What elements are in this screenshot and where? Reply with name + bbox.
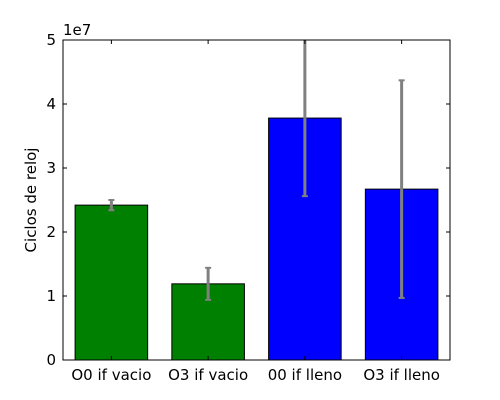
y-tick-label: 2 [46, 223, 56, 241]
bars-group [74, 117, 439, 361]
y-tick-label: 3 [46, 159, 56, 177]
x-tick-label: O0 if vacio [71, 366, 151, 384]
x-axis: O0 if vacio O3 if vacio 00 if lleno O3 if l… [71, 40, 440, 384]
y-tick-label: 1 [46, 287, 56, 305]
error-bars-group [108, 40, 405, 301]
plot-frame [62, 39, 451, 361]
x-tick-label: O3 if vacio [168, 366, 248, 384]
x-tick-label: 00 if lleno [268, 366, 342, 384]
x-tick-label: O3 if lleno [363, 366, 440, 384]
y-tick-label: 5 [46, 31, 56, 49]
y-tick-label: 4 [46, 95, 56, 113]
y-tick-label: 0 [46, 351, 56, 369]
y-axis: 0 1 2 3 4 5 [46, 31, 450, 369]
bar [74, 204, 149, 361]
y-scale-label: 1e7 [63, 21, 91, 39]
y-axis-label: Ciclos de reloj [22, 148, 40, 253]
